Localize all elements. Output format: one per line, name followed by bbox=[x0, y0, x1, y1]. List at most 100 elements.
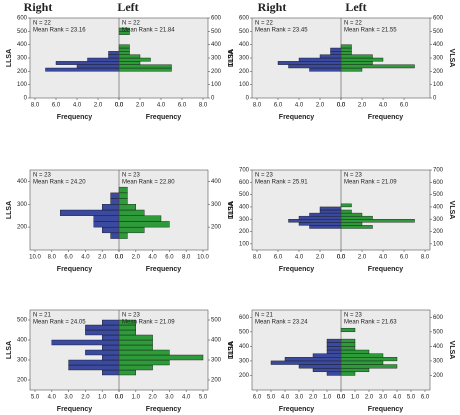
annotation: N = 22 bbox=[122, 21, 141, 27]
annotation: N = 22 bbox=[255, 21, 274, 27]
y-tick-label: 300 bbox=[17, 358, 28, 364]
y2-tick-label: 400 bbox=[211, 179, 222, 185]
y-tick-label: 300 bbox=[239, 217, 250, 223]
annotation: N = 23 bbox=[255, 173, 274, 179]
x-axis-label: Frequency bbox=[368, 266, 404, 273]
bar bbox=[309, 212, 342, 217]
y2-tick-label: 400 bbox=[433, 205, 444, 211]
bar bbox=[118, 186, 128, 194]
x-tick-label: 8.0 bbox=[253, 255, 262, 261]
bar bbox=[118, 364, 153, 371]
y-tick-label: 300 bbox=[239, 358, 250, 364]
bar bbox=[118, 232, 128, 239]
x-axis-label: Frequency bbox=[279, 406, 315, 413]
x-tick-label: 4.0 bbox=[157, 103, 166, 109]
annotation: N = 22 bbox=[344, 21, 363, 27]
bar bbox=[340, 367, 370, 373]
y2-tick-label: 300 bbox=[433, 217, 444, 223]
y-tick-label: 200 bbox=[17, 378, 28, 384]
x-tick-label: 0.0 bbox=[337, 395, 346, 401]
x-axis-label: Frequency bbox=[368, 406, 404, 413]
y2-tick-label: 500 bbox=[211, 318, 222, 324]
bar bbox=[60, 209, 120, 216]
y2-tick-label: 200 bbox=[433, 69, 444, 75]
bar bbox=[118, 51, 130, 55]
x-tick-label: 4.0 bbox=[295, 103, 304, 109]
x-tick-label: 3.0 bbox=[295, 395, 304, 401]
bar bbox=[85, 329, 120, 336]
y2-tick-label: 0 bbox=[211, 96, 215, 102]
x-tick-label: 0.0 bbox=[115, 395, 124, 401]
bar bbox=[288, 219, 342, 223]
y2-tick-label: 400 bbox=[211, 42, 222, 48]
y-tick-label: 400 bbox=[239, 42, 250, 48]
y2-tick-label: 400 bbox=[211, 338, 222, 344]
bar bbox=[76, 64, 120, 69]
bar bbox=[340, 327, 356, 333]
x-tick-label: 5.0 bbox=[407, 395, 416, 401]
bar bbox=[118, 359, 170, 366]
y2-tick-label: 500 bbox=[433, 329, 444, 335]
annotation: N = 21 bbox=[255, 313, 274, 319]
bar bbox=[118, 215, 162, 222]
bar bbox=[326, 371, 342, 376]
x-tick-label: 0.0 bbox=[337, 103, 346, 109]
x-tick-label: 2.0 bbox=[316, 255, 325, 261]
y2-axis-label: VLT1 bbox=[226, 50, 233, 67]
annotation: Mean Rank = 23.16 bbox=[33, 28, 86, 34]
x-tick-label: 8.0 bbox=[421, 255, 430, 261]
bar bbox=[93, 215, 120, 222]
x-axis-label: Frequency bbox=[57, 266, 93, 273]
y2-tick-label: 100 bbox=[433, 82, 444, 88]
annotation: Mean Rank = 21.84 bbox=[122, 28, 175, 34]
y2-tick-label: 500 bbox=[433, 192, 444, 198]
x-tick-label: 0.0 bbox=[115, 103, 124, 109]
x-tick-label: 4.0 bbox=[295, 255, 304, 261]
annotation: Mean Rank = 24.05 bbox=[33, 320, 86, 326]
y2-tick-label: 200 bbox=[211, 225, 222, 231]
bar bbox=[101, 319, 120, 326]
y2-tick-label: 300 bbox=[211, 358, 222, 364]
bar bbox=[340, 64, 415, 69]
x-tick-label: 4.0 bbox=[393, 395, 402, 401]
bar bbox=[340, 51, 352, 55]
y-axis-label: LLSA bbox=[228, 341, 235, 359]
bar bbox=[298, 215, 342, 220]
x-tick-label: 0.0 bbox=[337, 395, 346, 401]
y2-tick-label: 400 bbox=[433, 42, 444, 48]
bar bbox=[319, 54, 342, 59]
x-tick-label: 2.0 bbox=[132, 255, 141, 261]
x-tick-label: 1.0 bbox=[132, 395, 141, 401]
column-header: Left bbox=[117, 0, 138, 14]
y2-tick-label: 700 bbox=[433, 168, 444, 174]
bar bbox=[326, 338, 342, 343]
bar bbox=[340, 349, 370, 354]
bar bbox=[288, 64, 342, 69]
x-tick-label: 2.0 bbox=[148, 395, 157, 401]
bar bbox=[340, 47, 352, 52]
y2-tick-label: 600 bbox=[433, 315, 444, 321]
y-axis-label: LLSA bbox=[228, 201, 235, 219]
x-axis-label: Frequency bbox=[279, 266, 315, 273]
y-tick-label: 500 bbox=[239, 192, 250, 198]
y2-tick-label: 200 bbox=[433, 373, 444, 379]
bar bbox=[101, 334, 120, 341]
x-axis-label: Frequency bbox=[57, 114, 93, 121]
annotation: Mean Rank = 25.91 bbox=[255, 180, 308, 186]
x-tick-label: 3.0 bbox=[64, 395, 73, 401]
y-axis-label: LLSA bbox=[6, 201, 13, 219]
y-tick-label: 400 bbox=[17, 338, 28, 344]
annotation: Mean Rank = 21.63 bbox=[344, 320, 397, 326]
bar bbox=[108, 54, 120, 59]
y-tick-label: 500 bbox=[17, 318, 28, 324]
x-tick-label: 6.0 bbox=[178, 103, 187, 109]
bar bbox=[45, 67, 120, 72]
y2-axis-label: VLSA bbox=[448, 201, 455, 220]
bar bbox=[118, 44, 130, 49]
y-tick-label: 200 bbox=[239, 69, 250, 75]
bar bbox=[298, 364, 342, 369]
y-tick-label: 500 bbox=[239, 329, 250, 335]
bar bbox=[101, 354, 120, 361]
y2-tick-label: 500 bbox=[433, 29, 444, 35]
x-tick-label: 2.0 bbox=[358, 255, 367, 261]
